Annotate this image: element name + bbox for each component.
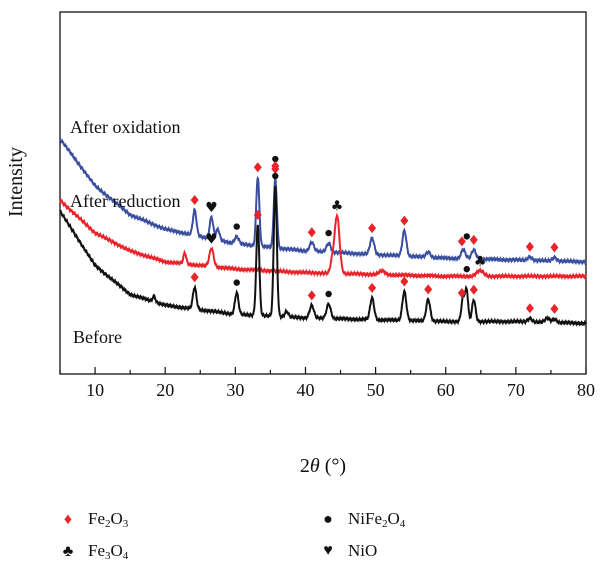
x-tick-label-60: 60 xyxy=(437,380,455,400)
fe2o3-marker-27 xyxy=(424,284,433,295)
fe2o3-marker-26 xyxy=(400,276,409,287)
legend-item-fe3o4: ♣ Fe3O4 xyxy=(60,541,129,562)
tick-layer: 10 20 30 40 50 60 70 80 xyxy=(59,367,595,400)
legend-item-fe2o3: ♦ Fe2O3 xyxy=(60,509,128,530)
legend-heart-icon: ♥ xyxy=(323,542,333,559)
x-tick-label-20: 20 xyxy=(156,380,174,400)
fe2o3-marker-8 xyxy=(368,223,377,234)
fe2o3-marker-0 xyxy=(190,194,199,205)
nife2o4-marker-11 xyxy=(463,233,470,240)
nife2o4-marker-2 xyxy=(233,223,240,230)
series-label-1: After reduction xyxy=(70,191,180,211)
fe2o3-marker-32 xyxy=(550,303,559,314)
series-layer xyxy=(59,137,587,327)
nio-marker-15: ♥ xyxy=(205,231,218,247)
nife2o4-marker-5 xyxy=(272,155,279,163)
fe2o3-marker-18 xyxy=(190,272,199,283)
y-axis-label: Intensity xyxy=(5,147,27,217)
plot-frame xyxy=(59,11,587,375)
fe2o3-marker-21 xyxy=(271,161,280,172)
legend-label-fe3o4: Fe3O4 xyxy=(88,541,129,562)
x-tick-label-10: 10 xyxy=(86,380,104,400)
fe2o3-marker-20 xyxy=(253,209,262,220)
fe2o3-marker-28 xyxy=(457,288,466,299)
series-line-0 xyxy=(59,137,587,266)
nife2o4-marker-7 xyxy=(325,229,332,237)
fe2o3-marker-31 xyxy=(525,303,534,314)
marker-layer: ♥ ♥ ♣ ♣ xyxy=(190,155,559,314)
legend-dot-icon: ● xyxy=(323,510,333,528)
legend-label-nife2o4: NiFe2O4 xyxy=(348,509,406,530)
fe3o4-marker-17: ♣ xyxy=(474,254,487,270)
x-axis-label: 2θ (°) xyxy=(300,455,346,477)
fe2o3-marker-30 xyxy=(469,284,478,295)
fe2o3-marker-25 xyxy=(368,282,377,293)
x-tick-label-70: 70 xyxy=(507,380,525,400)
nio-marker-1: ♥ xyxy=(205,200,218,216)
fe2o3-marker-6 xyxy=(307,227,316,238)
x-tick-label-80: 80 xyxy=(577,380,595,400)
legend-item-nio: ♥ NiO xyxy=(320,541,377,561)
legend-label-fe2o3: Fe2O3 xyxy=(88,509,129,530)
series-line-2 xyxy=(59,185,587,327)
fe2o3-marker-3 xyxy=(253,162,262,173)
label-layer: After oxidation After reduction Before xyxy=(70,117,180,347)
fe2o3-marker-10 xyxy=(457,236,466,247)
fe2o3-marker-14 xyxy=(550,242,559,253)
series-label-0: After oxidation xyxy=(70,117,180,137)
fe3o4-marker-16: ♣ xyxy=(331,198,344,214)
x-axis-label-unit: (°) xyxy=(320,455,346,477)
nife2o4-marker-19 xyxy=(233,279,240,286)
legend-label-nio: NiO xyxy=(348,541,378,560)
fe2o3-marker-23 xyxy=(307,290,316,301)
fe2o3-marker-13 xyxy=(525,241,534,252)
x-tick-label-30: 30 xyxy=(226,380,244,400)
legend-club-icon: ♣ xyxy=(62,542,74,560)
legend-diamond-icon: ♦ xyxy=(63,510,73,528)
legend-item-nife2o4: ● NiFe2O4 xyxy=(320,509,405,530)
nife2o4-marker-24 xyxy=(325,290,332,298)
x-tick-label-50: 50 xyxy=(367,380,385,400)
nife2o4-marker-22 xyxy=(272,172,279,180)
series-line-1 xyxy=(59,198,587,281)
x-tick-label-40: 40 xyxy=(296,380,314,400)
fe2o3-marker-12 xyxy=(469,234,478,245)
x-axis-label-prefix: 2 xyxy=(300,455,310,477)
fe2o3-marker-9 xyxy=(400,215,409,226)
x-axis-label-theta: θ xyxy=(310,455,320,477)
nife2o4-marker-29 xyxy=(463,265,470,273)
series-label-2: Before xyxy=(73,327,122,347)
